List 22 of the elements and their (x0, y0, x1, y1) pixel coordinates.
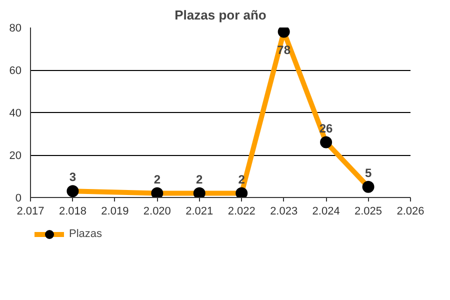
x-tick-label: 2.023 (270, 206, 298, 218)
y-tick-label: 60 (9, 65, 22, 77)
x-tick-label: 2.017 (16, 206, 44, 218)
x-tick-label: 2.018 (58, 206, 86, 218)
y-tick-label: 20 (9, 150, 22, 162)
data-label: 2 (196, 172, 204, 186)
data-label: 5 (364, 166, 372, 180)
data-label: 2 (154, 172, 161, 186)
x-tick-label: 2.022 (228, 206, 256, 218)
x-tick-label: 2.019 (101, 206, 129, 218)
x-tick-label: 2.026 (396, 206, 424, 218)
y-tick-label: 40 (9, 108, 22, 120)
x-tick-label: 2.021 (186, 206, 214, 218)
legend-label: Plazas (69, 228, 102, 240)
y-tick-label: 80 (9, 22, 22, 34)
x-tick-label: 2.025 (354, 206, 382, 218)
chart-title: Plazas por año (174, 8, 266, 22)
x-tick-label: 2.024 (312, 206, 340, 218)
data-label: 3 (69, 170, 76, 184)
x-tick-label: 2.020 (143, 206, 171, 218)
y-tick-label: 0 (15, 192, 22, 204)
data-label: 78 (277, 42, 291, 57)
